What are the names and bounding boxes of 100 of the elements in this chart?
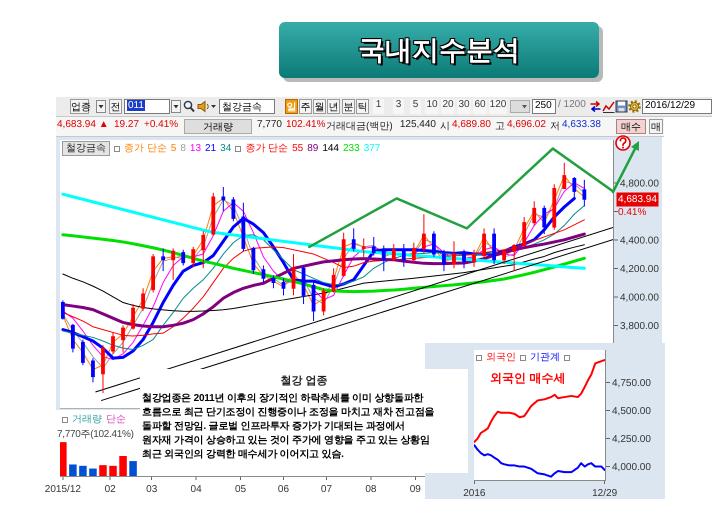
legend-title: 종가 단순 bbox=[124, 142, 167, 155]
banner: 국내지수분석 bbox=[279, 22, 599, 78]
candlestick bbox=[101, 344, 105, 394]
text: 고 bbox=[495, 120, 505, 134]
candlestick bbox=[91, 358, 95, 383]
y-tick-label: 4,250.00 bbox=[612, 434, 652, 446]
bar bbox=[119, 456, 127, 476]
candlestick bbox=[302, 264, 306, 304]
candlestick bbox=[312, 280, 316, 322]
text: 377 bbox=[364, 142, 380, 155]
candlestick bbox=[131, 303, 135, 330]
text: 외국인 bbox=[486, 351, 516, 364]
text: 종가 단순 bbox=[245, 143, 288, 154]
text: 단순 bbox=[106, 414, 126, 426]
candlestick bbox=[492, 228, 496, 265]
y-tick-label: 4,400.00 bbox=[620, 235, 660, 246]
text: 7,770 bbox=[256, 119, 282, 132]
candlestick bbox=[482, 228, 486, 259]
candlestick bbox=[161, 248, 166, 272]
text: 233 bbox=[343, 142, 360, 155]
button: 일 bbox=[285, 99, 298, 114]
candlestick bbox=[562, 162, 566, 189]
line-series bbox=[61, 233, 586, 294]
text: 13 bbox=[190, 142, 202, 155]
annotation: 철강업종은 2011년 이후의 장기적인 하락추세를 이미 상향돌파한 bbox=[142, 392, 424, 405]
text: 돌파할 전망임. 글로벌 인프라투자 증가가 기대되는 과정에서 bbox=[142, 420, 406, 433]
y-tick-label: 4,500.00 bbox=[612, 406, 652, 418]
x-tick-label: 06 bbox=[278, 484, 290, 495]
y-tick-label: 4,000.00 bbox=[620, 292, 660, 304]
text-field: 2016/12/29 bbox=[642, 99, 712, 114]
x-tick-label: 09 bbox=[410, 484, 422, 495]
y-tick-label: 3,800.00 bbox=[620, 320, 660, 332]
candlestick bbox=[70, 323, 75, 353]
x-tick-label: 12/29 bbox=[592, 488, 618, 499]
candlestick bbox=[181, 249, 186, 266]
text: 89 bbox=[307, 142, 318, 155]
candlestick bbox=[582, 179, 586, 208]
text: 5 bbox=[170, 142, 176, 155]
candlestick bbox=[502, 249, 506, 265]
text: 7,770주(102.41%) bbox=[57, 428, 134, 441]
button: 월 bbox=[313, 99, 326, 114]
y-tick-label: 4,800.00 bbox=[620, 178, 660, 190]
candlestick bbox=[342, 232, 346, 278]
x-tick-label: 03 bbox=[146, 484, 158, 495]
bar bbox=[109, 466, 117, 476]
candlestick bbox=[452, 240, 456, 269]
annotation: 흐름으로 최근 단기조정이 진행중이나 조정을 마치고 재차 전고점을 bbox=[142, 406, 434, 419]
candlestick bbox=[472, 249, 476, 268]
button: 전 bbox=[109, 99, 122, 114]
text: 102.41% bbox=[286, 119, 326, 132]
button: 60 bbox=[473, 99, 487, 114]
candlestick bbox=[352, 228, 356, 252]
candlestick bbox=[262, 264, 266, 284]
line-series bbox=[474, 444, 605, 478]
candlestick bbox=[60, 300, 65, 320]
text-field: 철강금속 bbox=[219, 99, 275, 114]
text: 8 bbox=[180, 142, 186, 155]
text: +0.41% bbox=[144, 119, 180, 132]
button: 주 bbox=[299, 99, 312, 114]
x-tick-label: 04 bbox=[190, 484, 202, 495]
x-tick-label: 2015/12 bbox=[44, 484, 82, 495]
candlestick bbox=[542, 205, 546, 235]
candlestick bbox=[272, 274, 276, 289]
candlestick bbox=[512, 244, 516, 272]
text: 시 bbox=[440, 120, 450, 134]
candlestick bbox=[292, 254, 296, 296]
button: 업종 bbox=[70, 99, 89, 114]
button: 년 bbox=[327, 99, 340, 114]
candlestick bbox=[462, 249, 466, 269]
y-tick-label: 4,750.00 bbox=[612, 378, 652, 389]
text-field: 250 bbox=[532, 99, 556, 114]
candlestick bbox=[412, 242, 416, 264]
candlestick bbox=[442, 249, 446, 272]
candlestick bbox=[171, 248, 176, 280]
text: 4,683.94 ▲ bbox=[57, 119, 110, 132]
candlestick bbox=[372, 236, 376, 256]
x-tick-label: 02 bbox=[104, 484, 116, 495]
text: 4,683.94 bbox=[618, 194, 658, 205]
candlestick bbox=[422, 214, 426, 255]
text: 거래량 bbox=[72, 414, 102, 426]
text: 125,440 bbox=[398, 119, 436, 132]
chart-title: 철강금속 bbox=[62, 141, 110, 156]
label-box: 거래량 bbox=[184, 119, 252, 134]
text-field: 011 bbox=[124, 99, 170, 114]
candlestick bbox=[241, 202, 246, 252]
candlestick bbox=[392, 244, 396, 262]
text: 4,689.80 bbox=[452, 119, 492, 132]
candlestick bbox=[362, 238, 366, 258]
button: 20 bbox=[441, 99, 455, 114]
text: 21 bbox=[205, 142, 216, 155]
annotation: 최근 외국인의 강력한 매수세가 이어지고 있슴. bbox=[142, 448, 344, 461]
x-tick-label: 08 bbox=[365, 484, 377, 495]
text: 144 bbox=[322, 142, 339, 155]
candlestick bbox=[282, 278, 286, 296]
candlestick bbox=[402, 244, 406, 268]
candlestick bbox=[221, 186, 226, 212]
button: 틱 bbox=[356, 99, 369, 114]
candlestick bbox=[552, 184, 556, 230]
y-tick-label: 4,200.00 bbox=[620, 264, 660, 275]
button: 매 bbox=[649, 119, 663, 134]
